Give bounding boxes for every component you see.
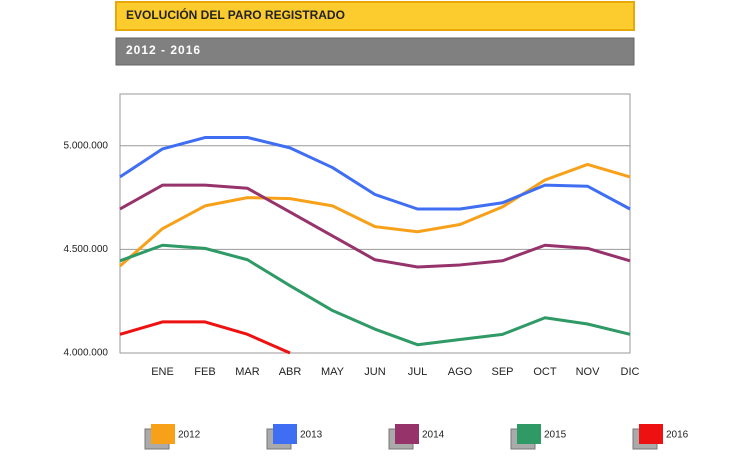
subtitle-box [115, 37, 635, 66]
x-tick-label: MAR [235, 366, 260, 378]
x-tick-label: SEP [491, 366, 513, 378]
x-tick-label: AGO [448, 366, 473, 378]
y-tick-label: 5.000.000 [64, 140, 109, 151]
legend-swatch [395, 424, 419, 444]
x-tick-label: OCT [533, 366, 557, 378]
x-tick-label: MAY [321, 366, 345, 378]
legend-swatch [151, 424, 175, 444]
legend-label: 2013 [300, 430, 323, 441]
series-line [119, 183, 631, 269]
chart-subtitle: 2012 - 2016 [126, 43, 201, 57]
legend-label: 2015 [544, 430, 567, 441]
legend-swatch [639, 424, 663, 444]
chart-title: EVOLUCIÓN DEL PARO REGISTRADO [126, 7, 345, 22]
x-tick-label: ABR [279, 366, 302, 378]
plot-frame [119, 93, 631, 354]
legend-label: 2012 [178, 430, 201, 441]
x-tick-label: NOV [576, 366, 601, 378]
y-tick-label: 4.000.000 [64, 348, 109, 359]
x-tick-label: JUN [364, 366, 385, 378]
series-line [119, 162, 631, 268]
series-line [119, 136, 631, 211]
legend-label: 2014 [422, 430, 445, 441]
x-tick-label: JUL [408, 366, 428, 378]
x-tick-label: FEB [194, 366, 215, 378]
legend-swatch [273, 424, 297, 444]
series-line [119, 243, 631, 347]
legend-label: 2016 [666, 430, 689, 441]
legend-swatch [517, 424, 541, 444]
series-line [119, 320, 291, 355]
title-box [115, 1, 635, 31]
x-tick-label: ENE [151, 366, 174, 378]
x-tick-label: DIC [621, 366, 640, 378]
y-tick-label: 4.500.000 [64, 244, 109, 255]
